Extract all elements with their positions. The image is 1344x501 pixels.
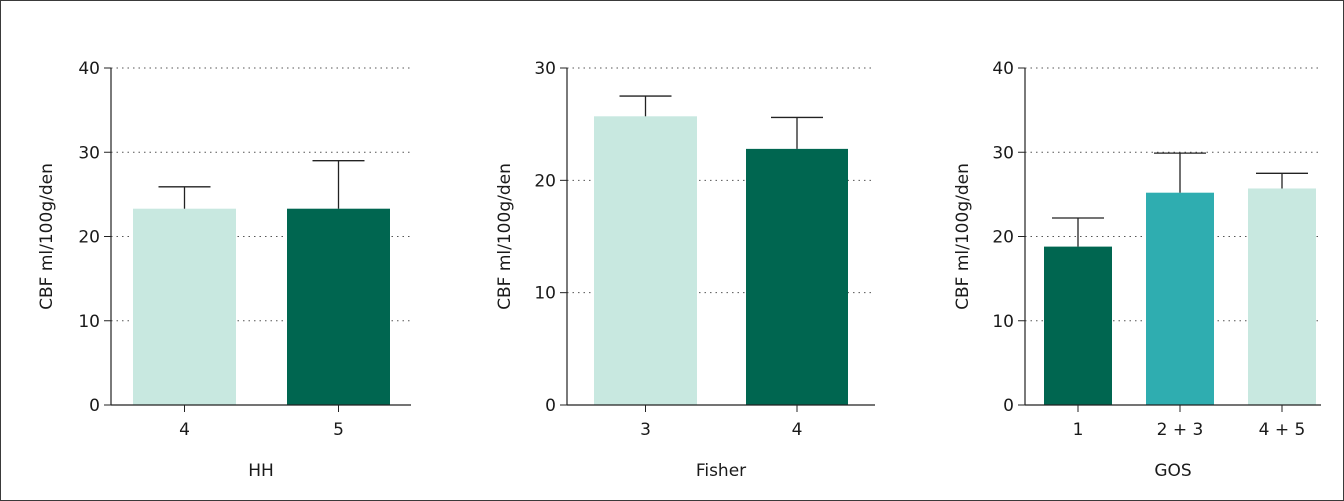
x-tick-label: 3 xyxy=(640,420,651,440)
y-tick-label: 20 xyxy=(78,228,100,248)
y-axis-title: CBF ml/100g/den xyxy=(495,163,515,310)
chart-panel-2: 0 10 20 30 3 4 Fisher CBF ml/100g/den xyxy=(495,59,875,481)
bar-4 xyxy=(133,208,236,405)
y-tick-label: 40 xyxy=(992,59,1014,79)
y-tick-label: 20 xyxy=(992,228,1014,248)
y-tick-label: 0 xyxy=(89,396,100,416)
x-axis-title: GOS xyxy=(1154,461,1191,481)
chart-panel-1: 0 10 20 30 40 4 5 HH CBF ml/100g/den xyxy=(37,59,411,481)
y-axis-title: CBF ml/100g/den xyxy=(37,163,57,310)
x-tick-label: 5 xyxy=(333,420,344,440)
x-tick-label: 4 + 5 xyxy=(1259,420,1306,440)
y-tick-label: 0 xyxy=(545,396,556,416)
x-tick-label: 4 xyxy=(792,420,803,440)
bar-2+3 xyxy=(1146,192,1214,405)
x-tick-label: 4 xyxy=(179,420,190,440)
bar-1 xyxy=(1044,246,1112,405)
y-tick-label: 0 xyxy=(1003,396,1014,416)
y-tick-label: 20 xyxy=(534,171,556,191)
bar-5 xyxy=(287,208,390,405)
y-tick-label: 10 xyxy=(992,312,1014,332)
bar-4+5 xyxy=(1248,188,1316,405)
y-tick-label: 30 xyxy=(992,143,1014,163)
bar-4 xyxy=(746,148,848,405)
y-tick-label: 40 xyxy=(78,59,100,79)
x-tick-label: 1 xyxy=(1073,420,1084,440)
x-axis-title: HH xyxy=(248,461,274,481)
bar-3 xyxy=(594,116,697,405)
x-tick-label: 2 + 3 xyxy=(1157,420,1204,440)
x-axis-title: Fisher xyxy=(696,461,746,481)
y-tick-label: 10 xyxy=(78,312,100,332)
y-tick-label: 30 xyxy=(534,59,556,79)
chart-panel-3: 0 10 20 30 40 1 2 + 3 4 + 5 GOS CBF ml/100g/den xyxy=(953,59,1321,481)
y-tick-label: 10 xyxy=(534,284,556,304)
y-tick-label: 30 xyxy=(78,143,100,163)
y-axis-title: CBF ml/100g/den xyxy=(953,163,973,310)
